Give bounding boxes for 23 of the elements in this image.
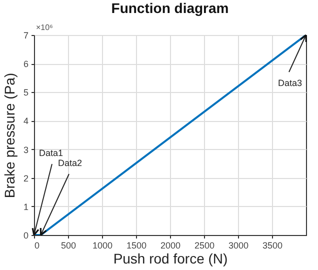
y-tick-label: 6 xyxy=(23,59,28,70)
x-tick-label: 1000 xyxy=(92,240,113,250)
chart-title: Function diagram xyxy=(111,0,229,16)
y-tick-label: 0 xyxy=(23,230,28,240)
y-tick-label: 5 xyxy=(23,88,28,98)
x-tick-label: 3000 xyxy=(228,240,249,250)
annotation: Data1 xyxy=(38,148,64,158)
text: ×10⁶ xyxy=(36,23,53,32)
annotation: Data3 xyxy=(278,78,302,88)
y-tick-label: 1 xyxy=(23,202,28,212)
x-tick-label: 500 xyxy=(60,240,76,250)
y-axis-title: Brake pressure (Pa) xyxy=(1,72,18,198)
x-tick-label: 2500 xyxy=(194,240,215,250)
y-tick-label: 2 xyxy=(23,173,28,184)
y-tick-label: 3 xyxy=(23,144,28,155)
x-tick-label: 1500 xyxy=(126,240,147,250)
y-tick-label: 7 xyxy=(23,30,28,40)
annotation: Data2 xyxy=(58,158,82,168)
x-tick-label: 2000 xyxy=(160,240,181,250)
x-tick-label: 3500 xyxy=(262,240,283,250)
x-axis-title: Push rod force (N) xyxy=(113,250,228,266)
y-tick-label: 4 xyxy=(23,116,28,126)
x-tick-label: 0 xyxy=(34,240,40,250)
